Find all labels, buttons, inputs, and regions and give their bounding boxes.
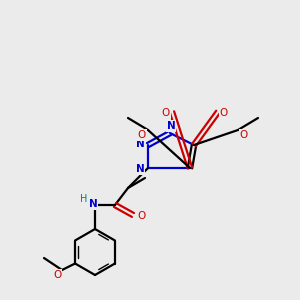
Text: N: N [136,164,144,174]
Text: N: N [136,139,144,149]
Text: O: O [138,130,146,140]
Text: O: O [240,130,248,140]
Text: O: O [220,108,228,118]
Text: N: N [88,199,98,209]
Text: O: O [53,270,61,280]
Text: N: N [167,121,176,131]
Text: H: H [80,194,88,204]
Text: O: O [137,211,145,221]
Text: O: O [162,108,170,118]
